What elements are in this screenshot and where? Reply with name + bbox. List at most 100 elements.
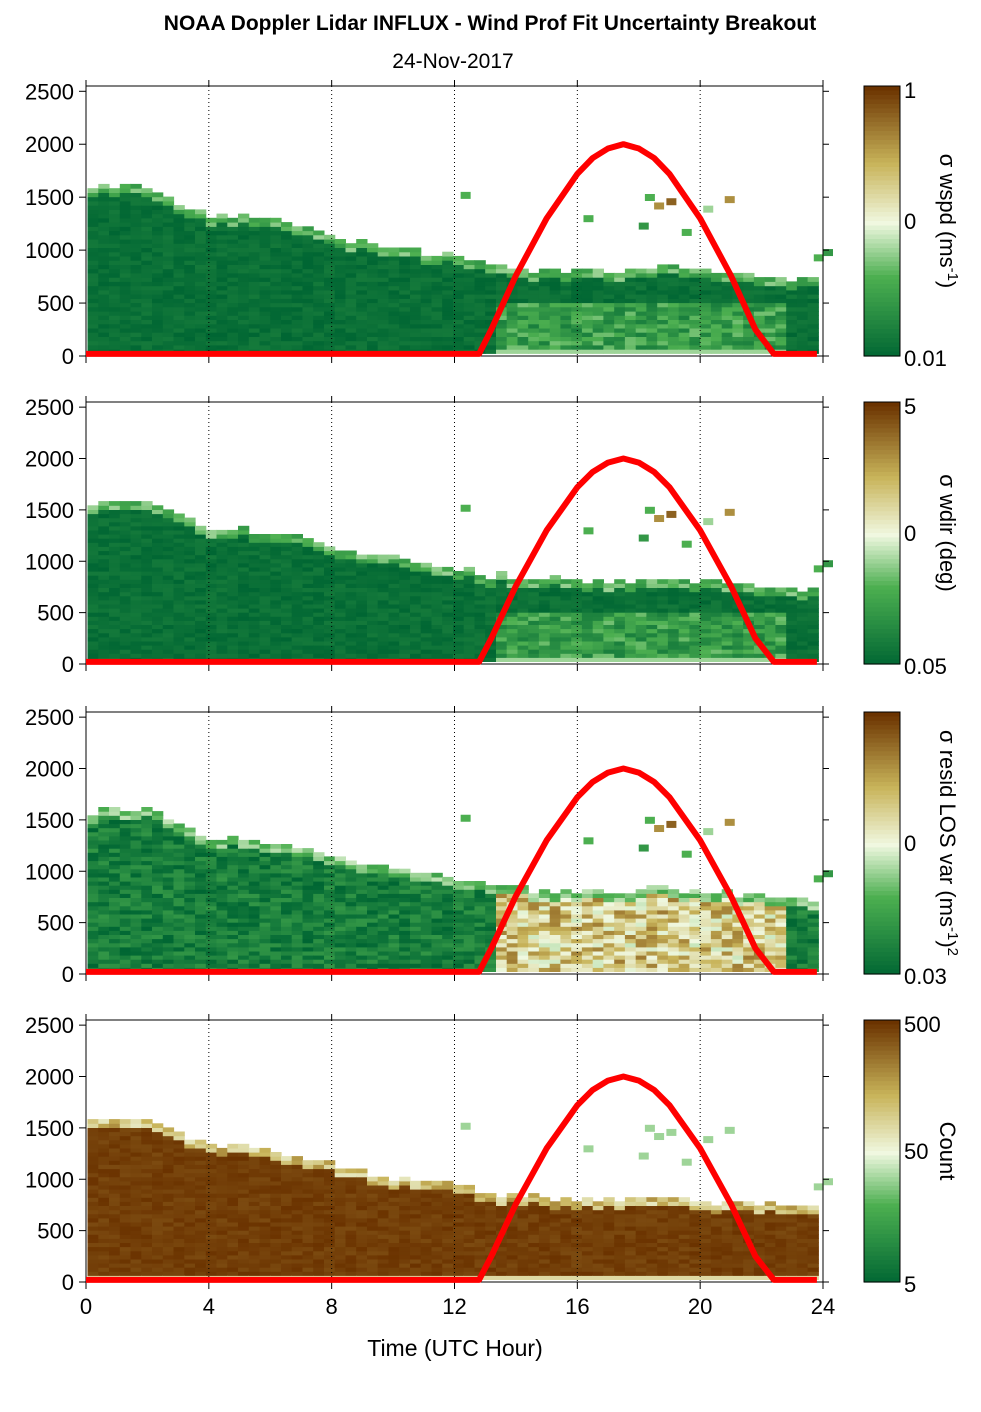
heatmap-cell [710, 653, 723, 658]
heatmap-cell [162, 583, 175, 588]
heatmap-cell [205, 930, 218, 935]
heatmap-cell [152, 289, 164, 295]
heatmap-cell [130, 513, 142, 519]
heatmap-cell [571, 298, 583, 304]
heatmap-cell [485, 311, 497, 316]
heatmap-cell [721, 289, 733, 295]
heatmap-cell [581, 628, 594, 634]
heatmap-cell [195, 926, 207, 931]
heatmap-cell [141, 587, 153, 593]
heatmap-cell [453, 294, 465, 299]
heatmap-cell [506, 955, 518, 960]
y-tick-label: 2000 [25, 447, 74, 472]
heatmap-cell [216, 579, 228, 584]
heatmap-cell [703, 205, 714, 213]
heatmap-cell [281, 546, 293, 552]
heatmap-cell [109, 946, 121, 952]
heatmap-cell [517, 624, 529, 630]
heatmap-cell [453, 649, 465, 654]
heatmap-cell [162, 340, 175, 346]
heatmap-cell [388, 285, 400, 291]
heatmap-cell [721, 327, 733, 333]
heatmap-cell [109, 876, 121, 882]
heatmap-cell [528, 277, 540, 282]
heatmap-cell [184, 612, 196, 617]
heatmap-cell [646, 628, 658, 634]
heatmap-cell [474, 612, 486, 617]
heatmap-cell [356, 255, 368, 261]
heatmap-cell [324, 344, 336, 350]
heatmap-cell [248, 628, 261, 634]
heatmap-cell [496, 272, 508, 278]
heatmap-cell [334, 918, 346, 923]
heatmap-cell [517, 918, 529, 923]
heatmap-cell [721, 340, 733, 346]
heatmap-cell [313, 336, 325, 342]
heatmap-cell [377, 612, 389, 617]
heatmap-cell [238, 268, 250, 274]
heatmap-cell [367, 876, 379, 882]
heatmap-cell [162, 959, 175, 964]
heatmap-cell [624, 591, 637, 597]
heatmap-cell [786, 319, 798, 325]
heatmap-cell [345, 243, 357, 248]
heatmap-cell [388, 264, 400, 270]
heatmap-cell [732, 649, 744, 654]
heatmap-cell [130, 901, 142, 907]
heatmap-cell [291, 566, 303, 572]
heatmap-cell [259, 612, 271, 617]
heatmap-cell [485, 620, 497, 625]
heatmap-cell [119, 529, 132, 535]
heatmap-cell [367, 950, 379, 956]
heatmap-cell [302, 926, 314, 931]
heatmap-cell [345, 260, 357, 265]
heatmap-cell [549, 616, 561, 621]
heatmap-cell [324, 938, 336, 944]
heatmap-cell [775, 649, 787, 654]
heatmap-cell [216, 864, 228, 870]
heatmap-cell [87, 239, 99, 244]
heatmap-cell [259, 550, 271, 556]
heatmap-cell [130, 546, 142, 552]
heatmap-cell [614, 624, 626, 630]
heatmap-cell [334, 344, 346, 350]
heatmap-cell [98, 901, 110, 907]
heatmap-cell [173, 649, 185, 654]
heatmap-cell [388, 306, 400, 312]
heatmap-cell [119, 616, 132, 621]
heatmap-cell [205, 901, 218, 907]
heatmap-cell [302, 599, 314, 605]
heatmap-cell [227, 542, 239, 547]
heatmap-cell [367, 566, 379, 572]
heatmap-cell [130, 913, 142, 919]
heatmap-cell [496, 340, 508, 346]
heatmap-cell [410, 595, 422, 601]
heatmap-cell [109, 844, 121, 849]
heatmap-cell [119, 188, 132, 193]
heatmap-cell [87, 217, 99, 223]
heatmap-cell [345, 281, 357, 287]
heatmap-cell [248, 918, 261, 923]
heatmap-cell [517, 901, 529, 907]
heatmap-cell [270, 336, 282, 342]
heatmap-cell [238, 558, 250, 564]
heatmap-cell [377, 922, 389, 927]
heatmap-cell [614, 645, 626, 650]
heatmap-cell [162, 616, 175, 621]
heatmap-cell [205, 645, 218, 650]
heatmap-cell [205, 268, 218, 274]
heatmap-cell [538, 963, 551, 968]
heatmap-cell [399, 344, 411, 350]
heatmap-cell [109, 583, 121, 588]
heatmap-cell [195, 583, 207, 588]
heatmap-cell [270, 311, 282, 316]
heatmap-cell [184, 942, 196, 948]
heatmap-cell [109, 230, 121, 236]
heatmap-cell [248, 285, 261, 291]
heatmap-cell [238, 955, 250, 960]
heatmap-cell [453, 950, 465, 956]
heatmap-cell [517, 583, 529, 588]
heatmap-cell [152, 272, 164, 278]
heatmap-cell [614, 311, 626, 316]
heatmap-cell [238, 608, 250, 613]
